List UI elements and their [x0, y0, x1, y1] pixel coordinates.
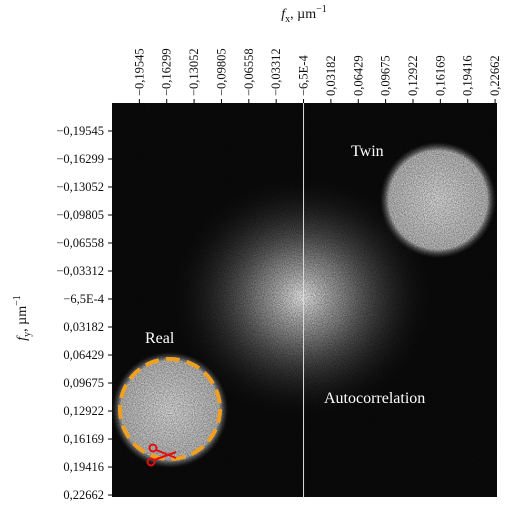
y-tick-label: 0,06429	[63, 348, 104, 362]
y-tick-label: 0,03182	[63, 320, 104, 334]
x-tick-label: 0,06429	[351, 55, 365, 96]
image-content	[112, 103, 497, 497]
x-tick-label: −0,19545	[132, 48, 146, 96]
y-tick-label: −0,03312	[56, 264, 104, 278]
y-tick-label: 0,22662	[63, 488, 104, 502]
speckle	[112, 103, 497, 497]
y-tick-label: −0,19545	[56, 124, 104, 138]
page: {"chart_data": {"type": "image", "x_labe…	[0, 0, 507, 505]
y-tick-label: −0,09805	[56, 208, 104, 222]
y-tick-label: 0,12922	[63, 404, 104, 418]
annotation: Real	[145, 330, 175, 347]
annotation: Twin	[351, 143, 384, 160]
figure: Twin Real Autocorrelation fx, µm−1 fy, µ…	[0, 0, 507, 505]
annotation: Autocorrelation	[324, 390, 425, 407]
y-tick-label: −0,13052	[56, 180, 104, 194]
y-tick-label: 0,19416	[63, 460, 104, 474]
x-tick-label: 0,19416	[461, 55, 475, 96]
x-tick-label: 0,03182	[324, 55, 338, 96]
y-tick-label: −6,5E-4	[63, 292, 104, 306]
x-tick-label: −0,03312	[269, 48, 283, 96]
x-tick-label: −0,16299	[160, 48, 174, 96]
x-tick-label: 0,22662	[488, 55, 502, 96]
x-tick-label: −0,06558	[242, 48, 256, 96]
x-tick-label: −6,5E-4	[297, 55, 311, 96]
x-tick-label: 0,09675	[379, 55, 393, 96]
y-tick-label: −0,06558	[56, 236, 104, 250]
x-tick-label: −0,09805	[214, 48, 228, 96]
y-tick-label: 0,09675	[63, 376, 104, 390]
x-axis-label: fx, µm−1	[281, 4, 327, 25]
y-tick-label: 0,16169	[63, 432, 104, 446]
y-axis-label: fy, µm−1	[12, 295, 33, 341]
x-tick-label: −0,13052	[187, 48, 201, 96]
y-tick-label: −0,16299	[56, 152, 104, 166]
x-tick-label: 0,16169	[433, 55, 447, 96]
x-tick-label: 0,12922	[406, 55, 420, 96]
